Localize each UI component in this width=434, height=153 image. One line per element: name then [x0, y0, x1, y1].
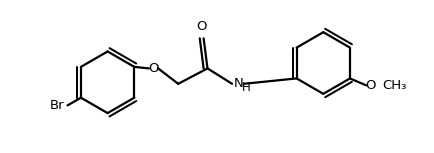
Text: O: O: [196, 20, 207, 33]
Text: O: O: [148, 62, 159, 75]
Text: O: O: [365, 79, 375, 92]
Text: N: N: [233, 77, 243, 90]
Text: H: H: [242, 81, 250, 94]
Text: Br: Br: [50, 99, 65, 112]
Text: CH₃: CH₃: [382, 79, 407, 92]
